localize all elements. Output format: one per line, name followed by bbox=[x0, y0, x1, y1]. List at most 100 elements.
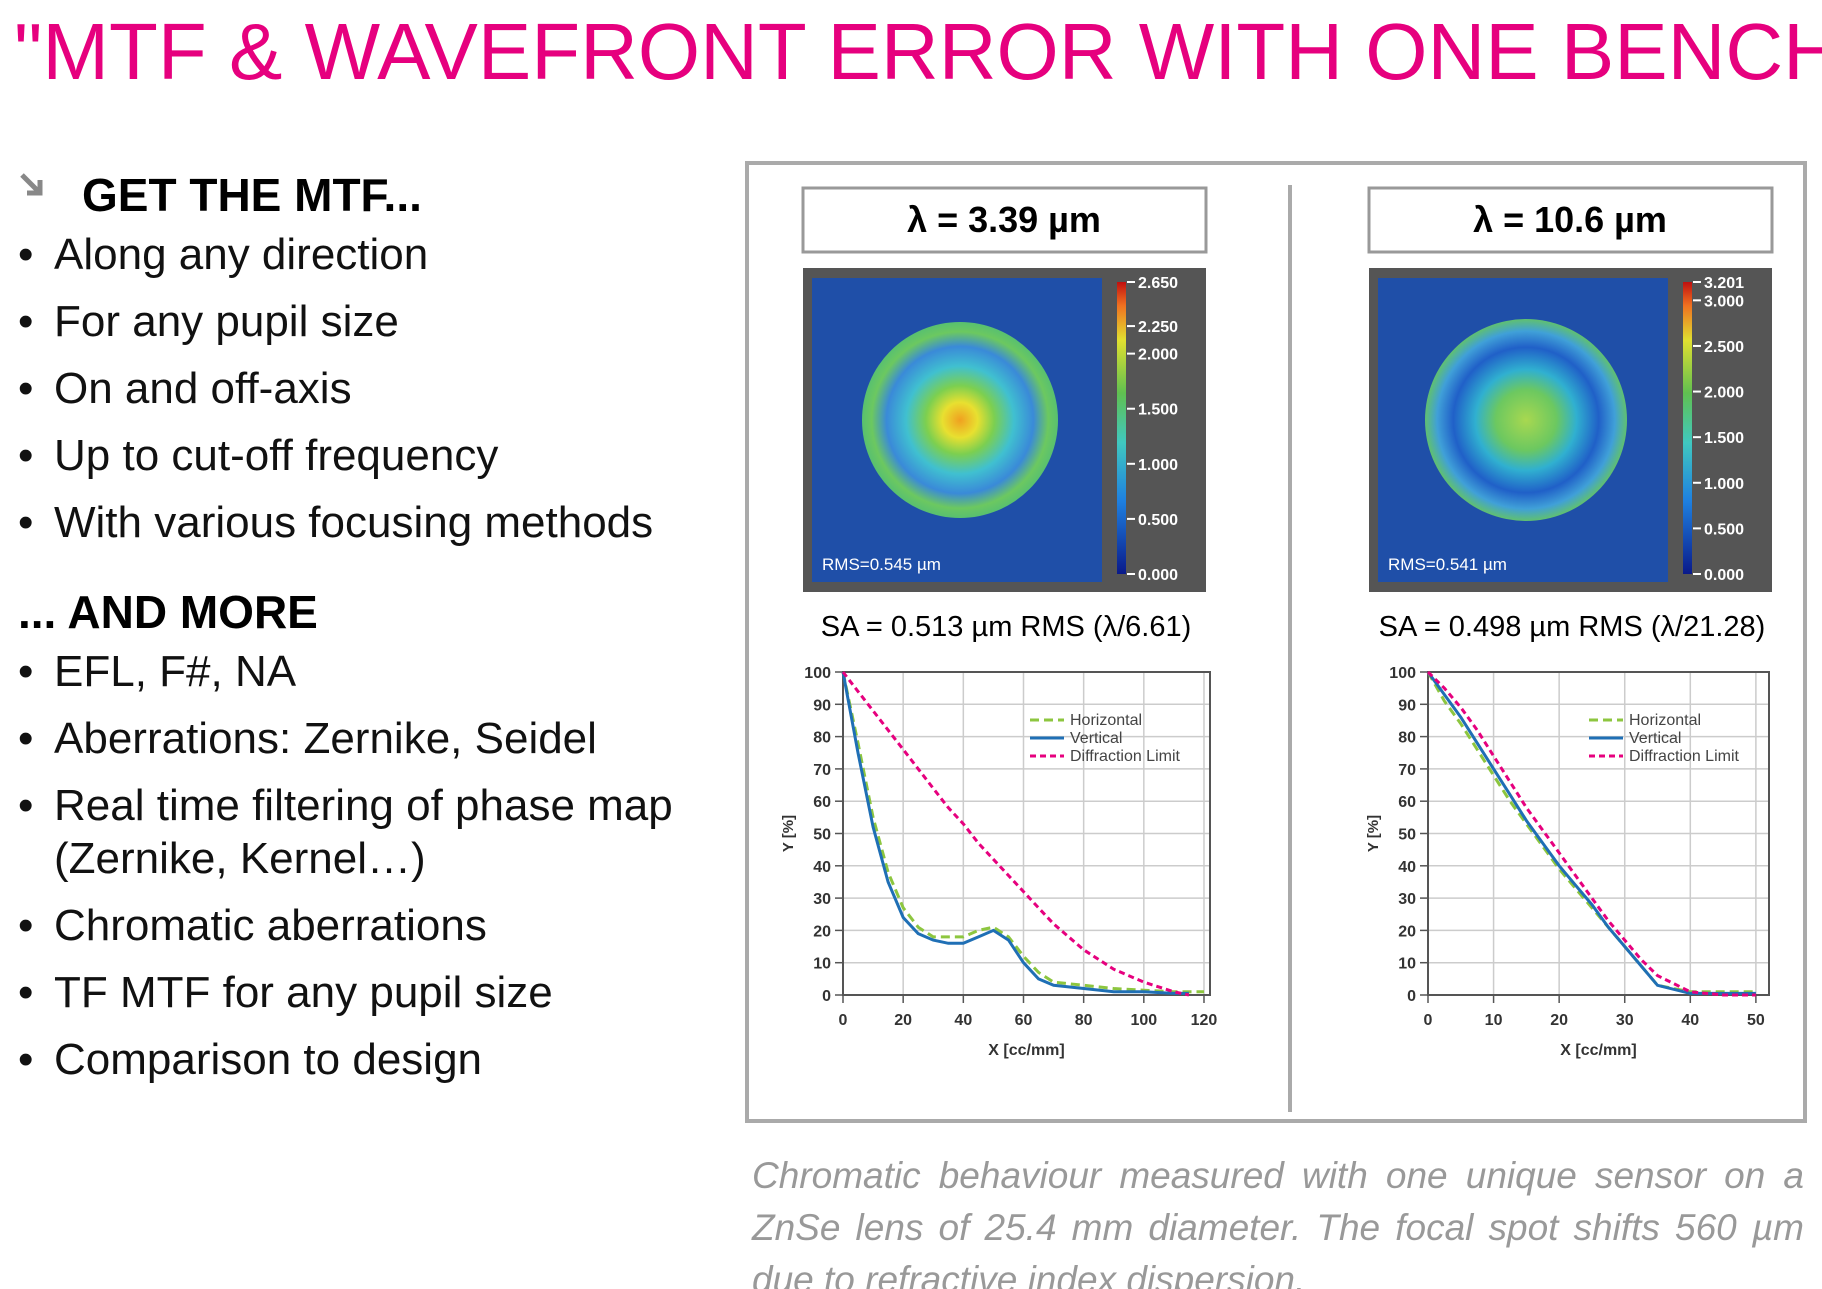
figure-frame bbox=[745, 161, 1807, 1123]
colorbar-tick-label: 1.500 bbox=[1704, 430, 1744, 447]
x-tick-label: 20 bbox=[1550, 1012, 1568, 1029]
colorbar-tick-label: 0.000 bbox=[1138, 567, 1178, 584]
plot-frame bbox=[1427, 671, 1770, 996]
y-tick-label: 90 bbox=[1398, 697, 1416, 714]
x-tick-label: 80 bbox=[1075, 1012, 1093, 1029]
y-tick-label: 50 bbox=[813, 827, 831, 844]
rms-label: RMS=0.545 µm bbox=[822, 555, 941, 574]
y-tick-label: 50 bbox=[1398, 827, 1416, 844]
colorbar-tick-label: 1.500 bbox=[1138, 402, 1178, 419]
y-tick-label: 60 bbox=[813, 794, 831, 811]
colorbar-tick-label: 2.650 bbox=[1138, 275, 1178, 292]
feature-list: GET THE MTF... Along any direction For any… bbox=[18, 160, 718, 1100]
x-tick-label: 10 bbox=[1485, 1012, 1503, 1029]
caption: Chromatic behaviour measured with one un… bbox=[752, 1155, 1804, 1289]
x-tick-label: 100 bbox=[1130, 1012, 1157, 1029]
legend-label: Horizontal bbox=[1629, 712, 1701, 729]
colorbar bbox=[1117, 282, 1126, 574]
bullet-item: Along any direction bbox=[18, 228, 718, 281]
y-tick-label: 30 bbox=[813, 891, 831, 908]
y-tick-label: 10 bbox=[813, 956, 831, 973]
y-axis-label: Y [%] bbox=[780, 815, 797, 852]
legend-label: Diffraction Limit bbox=[1070, 748, 1181, 765]
y-tick-label: 10 bbox=[1398, 956, 1416, 973]
y-tick-label: 20 bbox=[1398, 923, 1416, 940]
x-tick-label: 120 bbox=[1191, 1012, 1218, 1029]
colorbar-tick-label: 3.000 bbox=[1704, 293, 1744, 310]
y-tick-label: 90 bbox=[813, 697, 831, 714]
bullet-item: Up to cut-off frequency bbox=[18, 429, 718, 482]
wavelength-box bbox=[1367, 186, 1774, 254]
y-tick-label: 20 bbox=[813, 923, 831, 940]
section: ... AND MORE EFL, F#, NA Aberrations: Zern… bbox=[18, 585, 718, 1086]
x-tick-label: 40 bbox=[954, 1012, 972, 1029]
legend-label: Horizontal bbox=[1070, 712, 1142, 729]
y-tick-label: 40 bbox=[813, 859, 831, 876]
x-tick-label: 60 bbox=[1015, 1012, 1033, 1029]
x-tick-label: 20 bbox=[894, 1012, 912, 1029]
colorbar-tick-label: 0.500 bbox=[1138, 512, 1178, 529]
legend-label: Diffraction Limit bbox=[1629, 748, 1740, 765]
arrow-icon bbox=[20, 173, 43, 196]
section-heading: GET THE MTF... bbox=[82, 169, 422, 221]
bullet-item: With various focusing methods bbox=[18, 496, 718, 549]
wavelength-label: λ = 10.6 µm bbox=[1473, 199, 1667, 240]
y-tick-label: 70 bbox=[1398, 762, 1416, 779]
y-tick-label: 40 bbox=[1398, 859, 1416, 876]
y-tick-label: 30 bbox=[1398, 891, 1416, 908]
wavelength-box bbox=[801, 186, 1208, 254]
sa-label: SA = 0.498 µm RMS (λ/21.28) bbox=[1379, 611, 1766, 643]
colorbar-tick-label: 2.250 bbox=[1138, 319, 1178, 336]
colorbar-tick-label: 2.000 bbox=[1704, 385, 1744, 402]
colorbar bbox=[1683, 282, 1692, 574]
y-tick-label: 0 bbox=[1407, 988, 1416, 1005]
series-line bbox=[1426, 670, 1756, 997]
phase-pupil bbox=[1425, 319, 1627, 521]
bullet-item: Comparison to design bbox=[18, 1033, 718, 1086]
colorbar-tick-label: 0.000 bbox=[1704, 567, 1744, 584]
y-tick-label: 60 bbox=[1398, 794, 1416, 811]
legend-label: Vertical bbox=[1629, 730, 1681, 747]
bullet-item: For any pupil size bbox=[18, 295, 718, 348]
colorbar-tick-label: 0.500 bbox=[1704, 521, 1744, 538]
y-tick-label: 70 bbox=[813, 762, 831, 779]
bullet-item: On and off-axis bbox=[18, 362, 718, 415]
wavelength-label: λ = 3.39 µm bbox=[907, 199, 1101, 240]
bullet-item: Aberrations: Zernike, Seidel bbox=[18, 712, 718, 765]
section-heading: ... AND MORE bbox=[18, 586, 318, 638]
y-tick-label: 80 bbox=[813, 730, 831, 747]
colorbar-tick-label: 3.201 bbox=[1704, 275, 1744, 292]
sa-label: SA = 0.513 µm RMS (λ/6.61) bbox=[821, 611, 1192, 643]
x-axis-label: X [cc/mm] bbox=[1560, 1042, 1636, 1059]
legend-label: Vertical bbox=[1070, 730, 1122, 747]
bullet-item: Chromatic aberrations bbox=[18, 899, 718, 952]
section: GET THE MTF... Along any direction For any… bbox=[18, 168, 718, 549]
y-tick-label: 100 bbox=[804, 665, 831, 682]
x-tick-label: 30 bbox=[1616, 1012, 1634, 1029]
series-line bbox=[841, 671, 1189, 995]
colorbar-tick-label: 2.500 bbox=[1704, 339, 1744, 356]
x-tick-label: 0 bbox=[839, 1012, 848, 1029]
y-tick-label: 80 bbox=[1398, 730, 1416, 747]
y-axis-label: Y [%] bbox=[1365, 815, 1382, 852]
x-axis-label: X [cc/mm] bbox=[988, 1042, 1064, 1059]
series-line bbox=[1426, 671, 1756, 995]
colorbar-tick-label: 1.000 bbox=[1704, 476, 1744, 493]
x-tick-label: 40 bbox=[1681, 1012, 1699, 1029]
y-tick-label: 100 bbox=[1389, 665, 1416, 682]
x-tick-label: 0 bbox=[1424, 1012, 1433, 1029]
colorbar-tick-label: 1.000 bbox=[1138, 457, 1178, 474]
bullet-item: Real time filtering of phase map (Zernik… bbox=[18, 779, 718, 885]
rms-label: RMS=0.541 µm bbox=[1388, 555, 1507, 574]
bullet-item: TF MTF for any pupil size bbox=[18, 966, 718, 1019]
series-line bbox=[841, 671, 1204, 994]
page-title: "MTF & WAVEFRONT ERROR WITH ONE BENCH" bbox=[14, 7, 1822, 96]
y-tick-label: 0 bbox=[822, 988, 831, 1005]
colorbar-tick-label: 2.000 bbox=[1138, 347, 1178, 364]
plot-frame bbox=[842, 671, 1211, 996]
x-tick-label: 50 bbox=[1747, 1012, 1765, 1029]
phase-pupil bbox=[862, 322, 1058, 518]
bullet-item: EFL, F#, NA bbox=[18, 645, 718, 698]
